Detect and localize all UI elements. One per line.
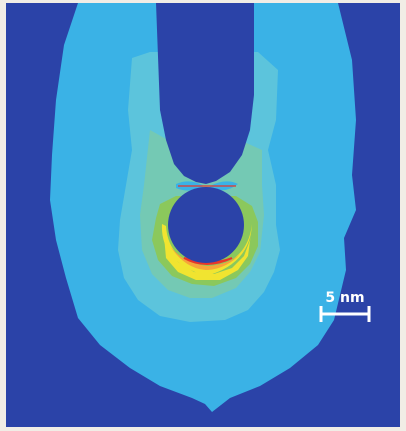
nanoparticle: [168, 187, 244, 263]
scale-bar-label: 5 nm: [325, 290, 364, 306]
scale-bar: 5 nm: [319, 290, 371, 322]
probe-tip: [156, 3, 254, 184]
orange-field-region: [170, 246, 246, 270]
